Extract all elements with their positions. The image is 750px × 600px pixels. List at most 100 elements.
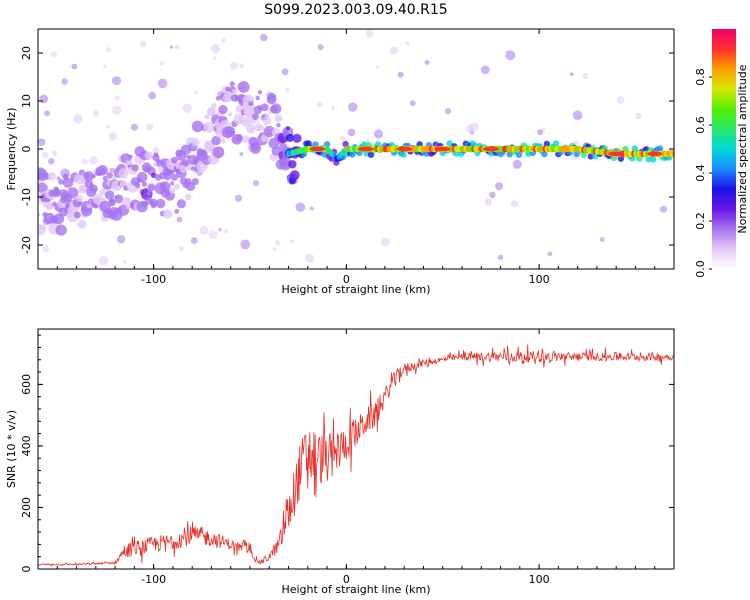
spectral-blob	[162, 209, 173, 219]
hot-spot	[482, 146, 499, 152]
noise-blob	[470, 122, 479, 132]
spectral-blob	[367, 151, 375, 158]
spectral-blob	[541, 150, 548, 158]
noise-blob	[497, 254, 504, 260]
noise-blob	[174, 44, 180, 50]
colorbar-tick-label: 0.6	[694, 116, 707, 134]
noise-blob	[98, 256, 109, 266]
noise-blob	[347, 128, 356, 137]
noise-blob	[274, 240, 281, 246]
noise-blob	[208, 230, 218, 240]
spectral-blob	[251, 113, 259, 121]
spectral-blob	[342, 140, 349, 148]
x-tick-label: 0	[343, 273, 350, 286]
hot-spot	[434, 146, 451, 152]
spectrogram-ylabel: Frequency (Hz)	[5, 108, 18, 191]
spectral-blob	[108, 198, 116, 207]
noise-blob	[510, 200, 518, 208]
noise-blob	[182, 103, 192, 113]
noise-blob	[373, 129, 384, 139]
spectral-blob	[256, 123, 264, 132]
spectral-blob	[55, 224, 67, 236]
y-tick-label: 20	[20, 46, 33, 60]
ridge-core	[671, 150, 674, 157]
noise-blob	[304, 253, 315, 263]
hot-spot	[357, 146, 374, 152]
spectral-blob	[255, 95, 260, 101]
y-tick-label: 200	[20, 497, 33, 518]
spectral-blob	[262, 116, 272, 126]
noise-blob	[599, 237, 605, 242]
spectral-blob	[276, 122, 281, 128]
noise-blob	[73, 114, 83, 124]
spectral-blob	[83, 171, 95, 182]
y-tick-label: 0	[20, 566, 33, 573]
x-tick-label: -100	[141, 573, 166, 586]
y-tick-label: 600	[20, 374, 33, 395]
noise-blob	[111, 76, 122, 86]
spectral-blob	[552, 140, 560, 147]
spectral-blob	[286, 133, 295, 142]
noise-blob	[148, 91, 156, 100]
spectral-blob	[173, 183, 180, 190]
noise-blob	[281, 68, 289, 76]
noise-blob	[484, 198, 493, 206]
spectral-blob	[39, 224, 46, 231]
spectral-blob	[45, 203, 54, 211]
spectral-blob	[204, 114, 210, 120]
spectral-blob	[237, 81, 250, 93]
spectral-blob	[118, 167, 129, 179]
noise-blob	[139, 40, 147, 48]
snr-panel: -100 0 100 0 200 400 600 Height of straight li…	[5, 328, 675, 596]
spectral-blob	[169, 188, 176, 194]
noise-blob	[260, 33, 268, 42]
spectral-blob	[543, 140, 550, 148]
noise-blob	[239, 63, 244, 69]
noise-blob	[50, 51, 57, 58]
colorbar-gradient	[712, 29, 736, 269]
noise-blob	[112, 105, 122, 115]
snr-ylabel: SNR (10 * v/v)	[5, 410, 18, 488]
noise-blob	[81, 158, 88, 165]
noise-blob	[41, 151, 49, 159]
spectral-blob	[215, 95, 221, 101]
spectral-blob	[77, 219, 87, 229]
snr-series-line	[38, 344, 674, 567]
spectral-blob	[179, 164, 188, 174]
noise-blob	[340, 136, 346, 142]
noise-blob	[389, 46, 399, 55]
noise-blob	[103, 64, 108, 69]
spectral-blob	[38, 212, 41, 218]
noise-blob	[159, 61, 164, 66]
spectral-blob	[227, 112, 233, 117]
spectral-blob	[260, 103, 269, 112]
noise-blob	[38, 138, 46, 146]
noise-blob	[117, 235, 126, 244]
spectral-blob	[170, 173, 178, 181]
noise-blob	[316, 101, 323, 108]
noise-blob	[272, 247, 277, 251]
noise-blob	[284, 87, 290, 92]
spectral-blob	[246, 124, 256, 134]
spectral-blob	[587, 153, 594, 160]
noise-blob	[234, 194, 243, 202]
y-tick-label: -20	[20, 236, 33, 254]
spectral-blob	[288, 160, 297, 169]
spectral-blob	[292, 133, 302, 143]
noise-blob	[52, 150, 57, 156]
x-tick-label: 100	[529, 573, 550, 586]
spectral-blob	[176, 199, 186, 209]
noise-blob	[365, 29, 374, 38]
spectral-blob	[174, 209, 180, 214]
spectral-blob	[212, 146, 225, 159]
spectral-blob	[446, 140, 453, 147]
y-tick-label: 400	[20, 435, 33, 456]
noise-blob	[375, 65, 380, 69]
spectral-blob	[191, 137, 200, 147]
spectral-blob	[203, 121, 215, 133]
noise-blob	[47, 158, 55, 165]
spectral-blob	[104, 190, 115, 200]
spectral-blob	[91, 173, 96, 179]
spectral-blob	[155, 198, 166, 209]
